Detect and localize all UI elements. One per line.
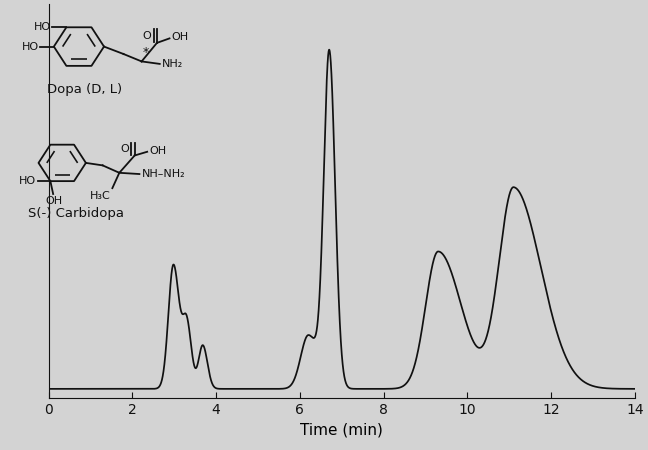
Text: NH–NH₂: NH–NH₂ bbox=[142, 169, 185, 179]
Text: O: O bbox=[143, 31, 152, 41]
Text: HO: HO bbox=[19, 176, 36, 186]
Text: NH₂: NH₂ bbox=[162, 59, 183, 69]
Text: O: O bbox=[121, 144, 129, 154]
Text: H₃C: H₃C bbox=[89, 191, 110, 201]
Text: Dopa (D, L): Dopa (D, L) bbox=[47, 83, 122, 96]
Text: OH: OH bbox=[149, 146, 167, 156]
Text: S(-) Carbidopa: S(-) Carbidopa bbox=[28, 207, 124, 220]
Text: HO: HO bbox=[34, 22, 51, 32]
Text: OH: OH bbox=[45, 196, 62, 206]
Text: OH: OH bbox=[172, 32, 189, 42]
X-axis label: Time (min): Time (min) bbox=[301, 423, 383, 438]
Text: *: * bbox=[143, 46, 148, 59]
Text: HO: HO bbox=[21, 41, 38, 52]
